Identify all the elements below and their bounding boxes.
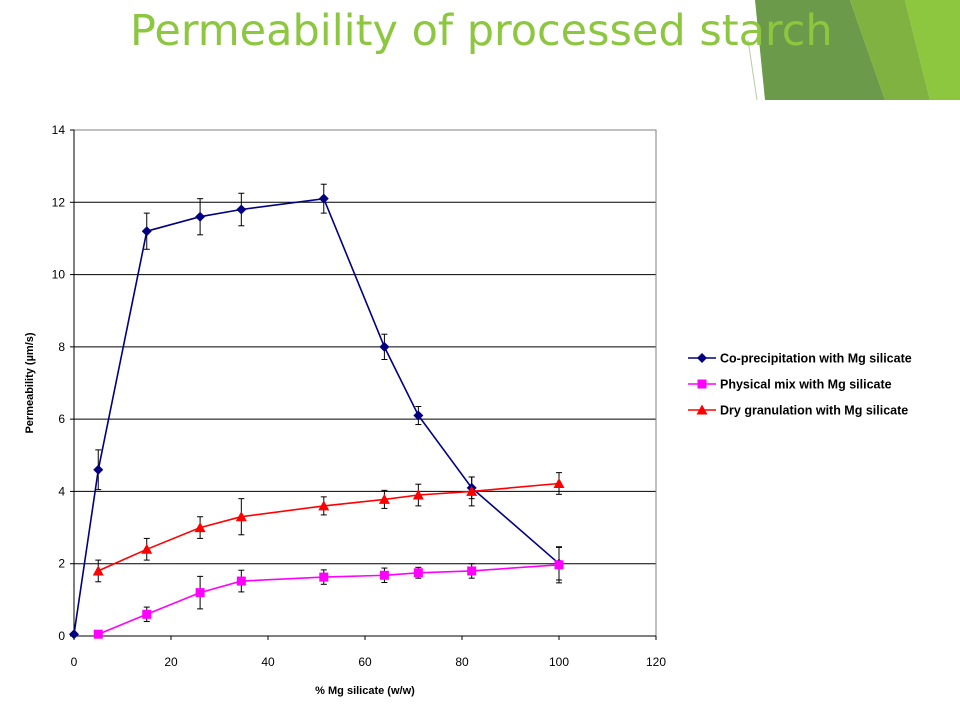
y-tick-label: 14 [52, 123, 66, 137]
corner-decoration [747, 0, 960, 101]
legend: Co-precipitation with Mg silicate Physica… [688, 352, 912, 418]
series-line [97, 564, 560, 635]
data-point [93, 464, 104, 475]
data-point [378, 493, 390, 504]
data-point [93, 629, 103, 639]
data-point [379, 570, 389, 580]
y-tick-label: 4 [58, 484, 65, 498]
x-axis-label: % Mg silicate (w/w) [315, 685, 415, 697]
plot-area-border [73, 129, 657, 637]
y-axis-label: Permeability (µm/s) [24, 332, 36, 433]
series-line [73, 197, 560, 635]
y-tick-label: 8 [58, 340, 65, 354]
data-point [413, 410, 424, 421]
data-point [413, 568, 423, 578]
data-point [466, 485, 478, 496]
legend-label: Co-precipitation with Mg silicate [720, 352, 912, 366]
decor-stripe-mid [850, 0, 930, 100]
axis-ticks: 0 2 4 6 8 10 12 14 0 20 40 60 80 100 120 [52, 123, 667, 669]
series-line [97, 482, 560, 572]
series-3 [92, 472, 565, 583]
legend-marker [697, 379, 707, 389]
y-tick-label: 10 [52, 268, 66, 282]
legend-entry-1: Co-precipitation with Mg silicate [688, 352, 912, 366]
data-point [142, 609, 152, 619]
legend-entry-2: Physical mix with Mg silicate [688, 378, 892, 392]
y-tick-label: 6 [58, 412, 65, 426]
x-tick-label: 120 [646, 655, 666, 669]
y-tick-label: 2 [58, 557, 65, 571]
slide-title: Permeability of processed starch [130, 6, 833, 56]
decor-stripe-dark [755, 0, 885, 100]
data-point [235, 511, 247, 522]
data-point [195, 211, 206, 222]
legend-marker [697, 353, 707, 363]
y-tick-label: 12 [52, 195, 66, 209]
legend-box [682, 343, 956, 427]
legend-marker [696, 404, 708, 415]
data-point [379, 341, 390, 352]
data-point [318, 500, 330, 511]
data-point [195, 588, 205, 598]
data-point [553, 477, 565, 488]
series-group [69, 183, 565, 640]
data-point [194, 522, 206, 533]
x-tick-label: 100 [549, 655, 569, 669]
gridlines [74, 201, 656, 565]
x-tick-label: 20 [164, 655, 178, 669]
data-point [141, 226, 152, 237]
data-point [467, 566, 477, 576]
data-point [318, 193, 329, 204]
data-point [69, 629, 79, 640]
data-point [412, 489, 424, 500]
data-point [141, 543, 153, 554]
y-tick-label: 0 [58, 629, 65, 643]
data-point [319, 572, 329, 582]
data-point [92, 565, 104, 576]
legend-entry-3: Dry granulation with Mg silicate [688, 404, 908, 418]
series-2 [93, 546, 564, 639]
legend-label: Dry granulation with Mg silicate [720, 404, 908, 418]
legend-label: Physical mix with Mg silicate [720, 378, 892, 392]
decor-thin-line [747, 39, 758, 101]
x-tick-label: 80 [455, 655, 469, 669]
data-point [236, 204, 247, 215]
data-point [236, 576, 246, 586]
x-tick-label: 0 [71, 655, 78, 669]
decor-stripe-light [905, 0, 960, 100]
data-point [554, 560, 564, 570]
x-tick-label: 60 [358, 655, 372, 669]
x-tick-label: 40 [261, 655, 275, 669]
series-1 [69, 183, 564, 640]
